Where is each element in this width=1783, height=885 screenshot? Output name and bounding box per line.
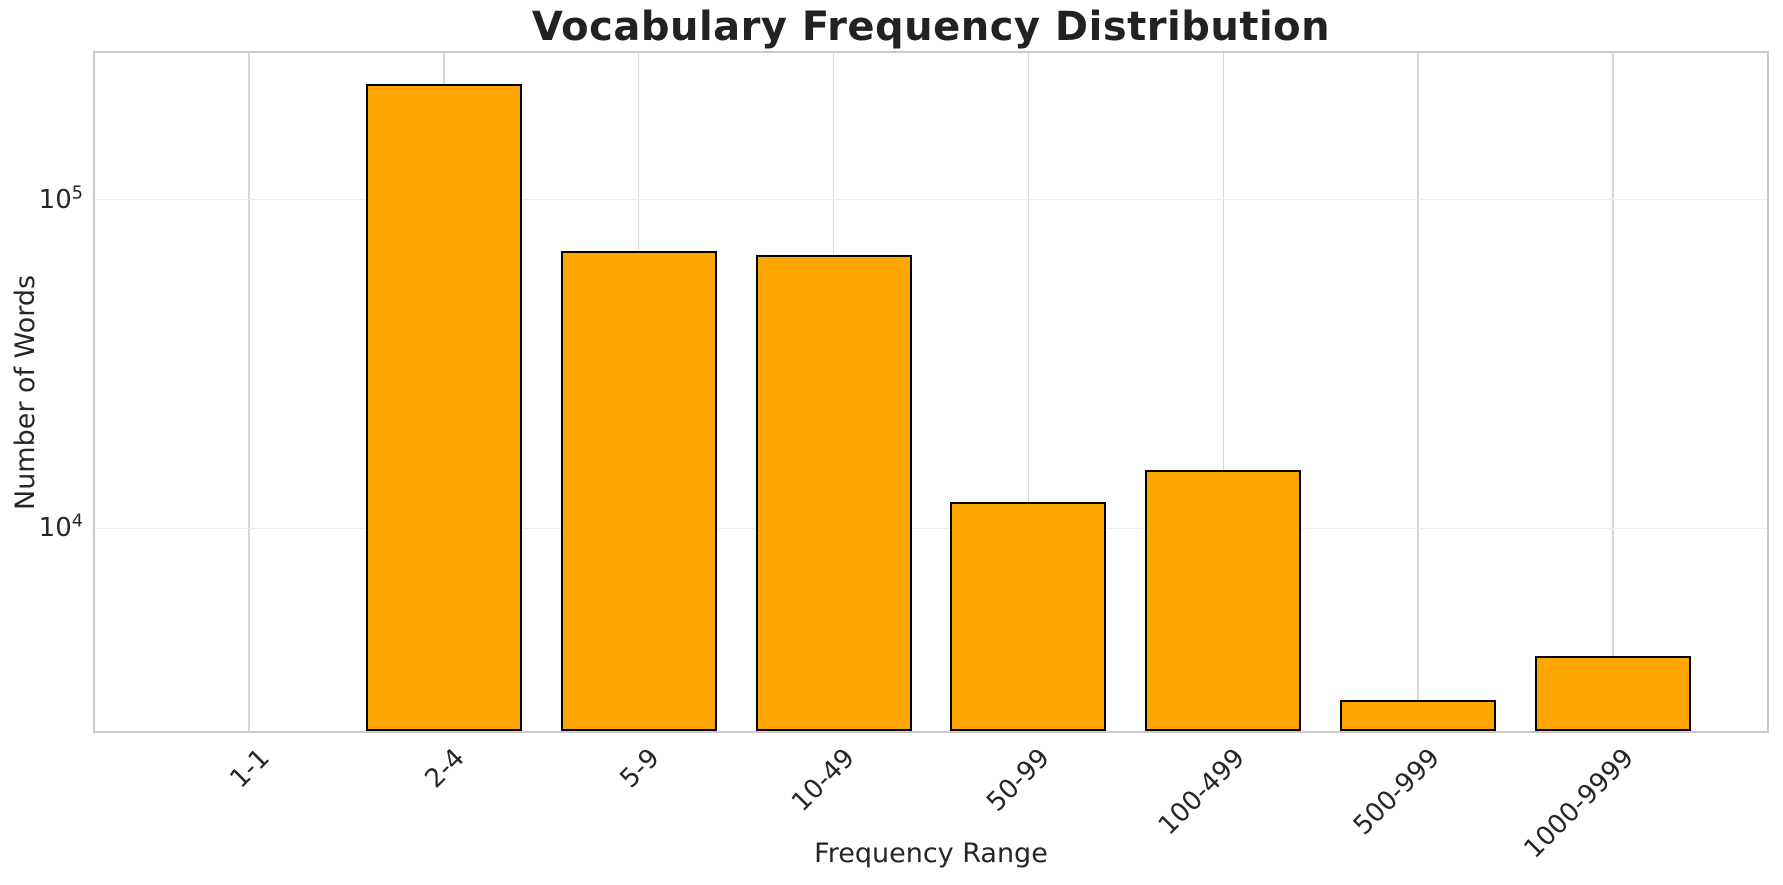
y-tick-label: 105	[38, 182, 83, 215]
bar	[1145, 470, 1302, 731]
vertical-gridline	[1027, 53, 1030, 731]
x-tick-label: 500-999	[1347, 743, 1446, 842]
plot-area	[93, 51, 1769, 733]
chart-title: Vocabulary Frequency Distribution	[531, 4, 1331, 50]
vertical-gridline	[1222, 53, 1225, 731]
x-axis-label: Frequency Range	[814, 838, 1048, 869]
x-tick-label: 100-499	[1152, 743, 1251, 842]
bar	[1535, 655, 1691, 731]
horizontal-gridline	[95, 527, 1767, 530]
bar	[365, 83, 522, 731]
vertical-gridline	[1417, 53, 1419, 731]
axes-spines	[93, 51, 1769, 733]
bar	[560, 250, 717, 731]
y-axis-label: Number of Words	[10, 274, 41, 510]
x-tick-label: 10-49	[786, 743, 861, 818]
x-tick-label: 5-9	[614, 743, 666, 795]
vertical-gridline	[248, 53, 250, 731]
bar	[950, 502, 1107, 731]
x-tick-label: 1-1	[224, 743, 277, 795]
x-tick-label: 2-4	[419, 743, 472, 795]
bar	[1340, 700, 1497, 731]
bar	[755, 254, 912, 731]
vertical-gridline	[1612, 53, 1614, 731]
y-tick-label: 104	[38, 511, 83, 544]
x-tick-label: 50-99	[981, 743, 1056, 818]
horizontal-gridline	[95, 198, 1767, 201]
